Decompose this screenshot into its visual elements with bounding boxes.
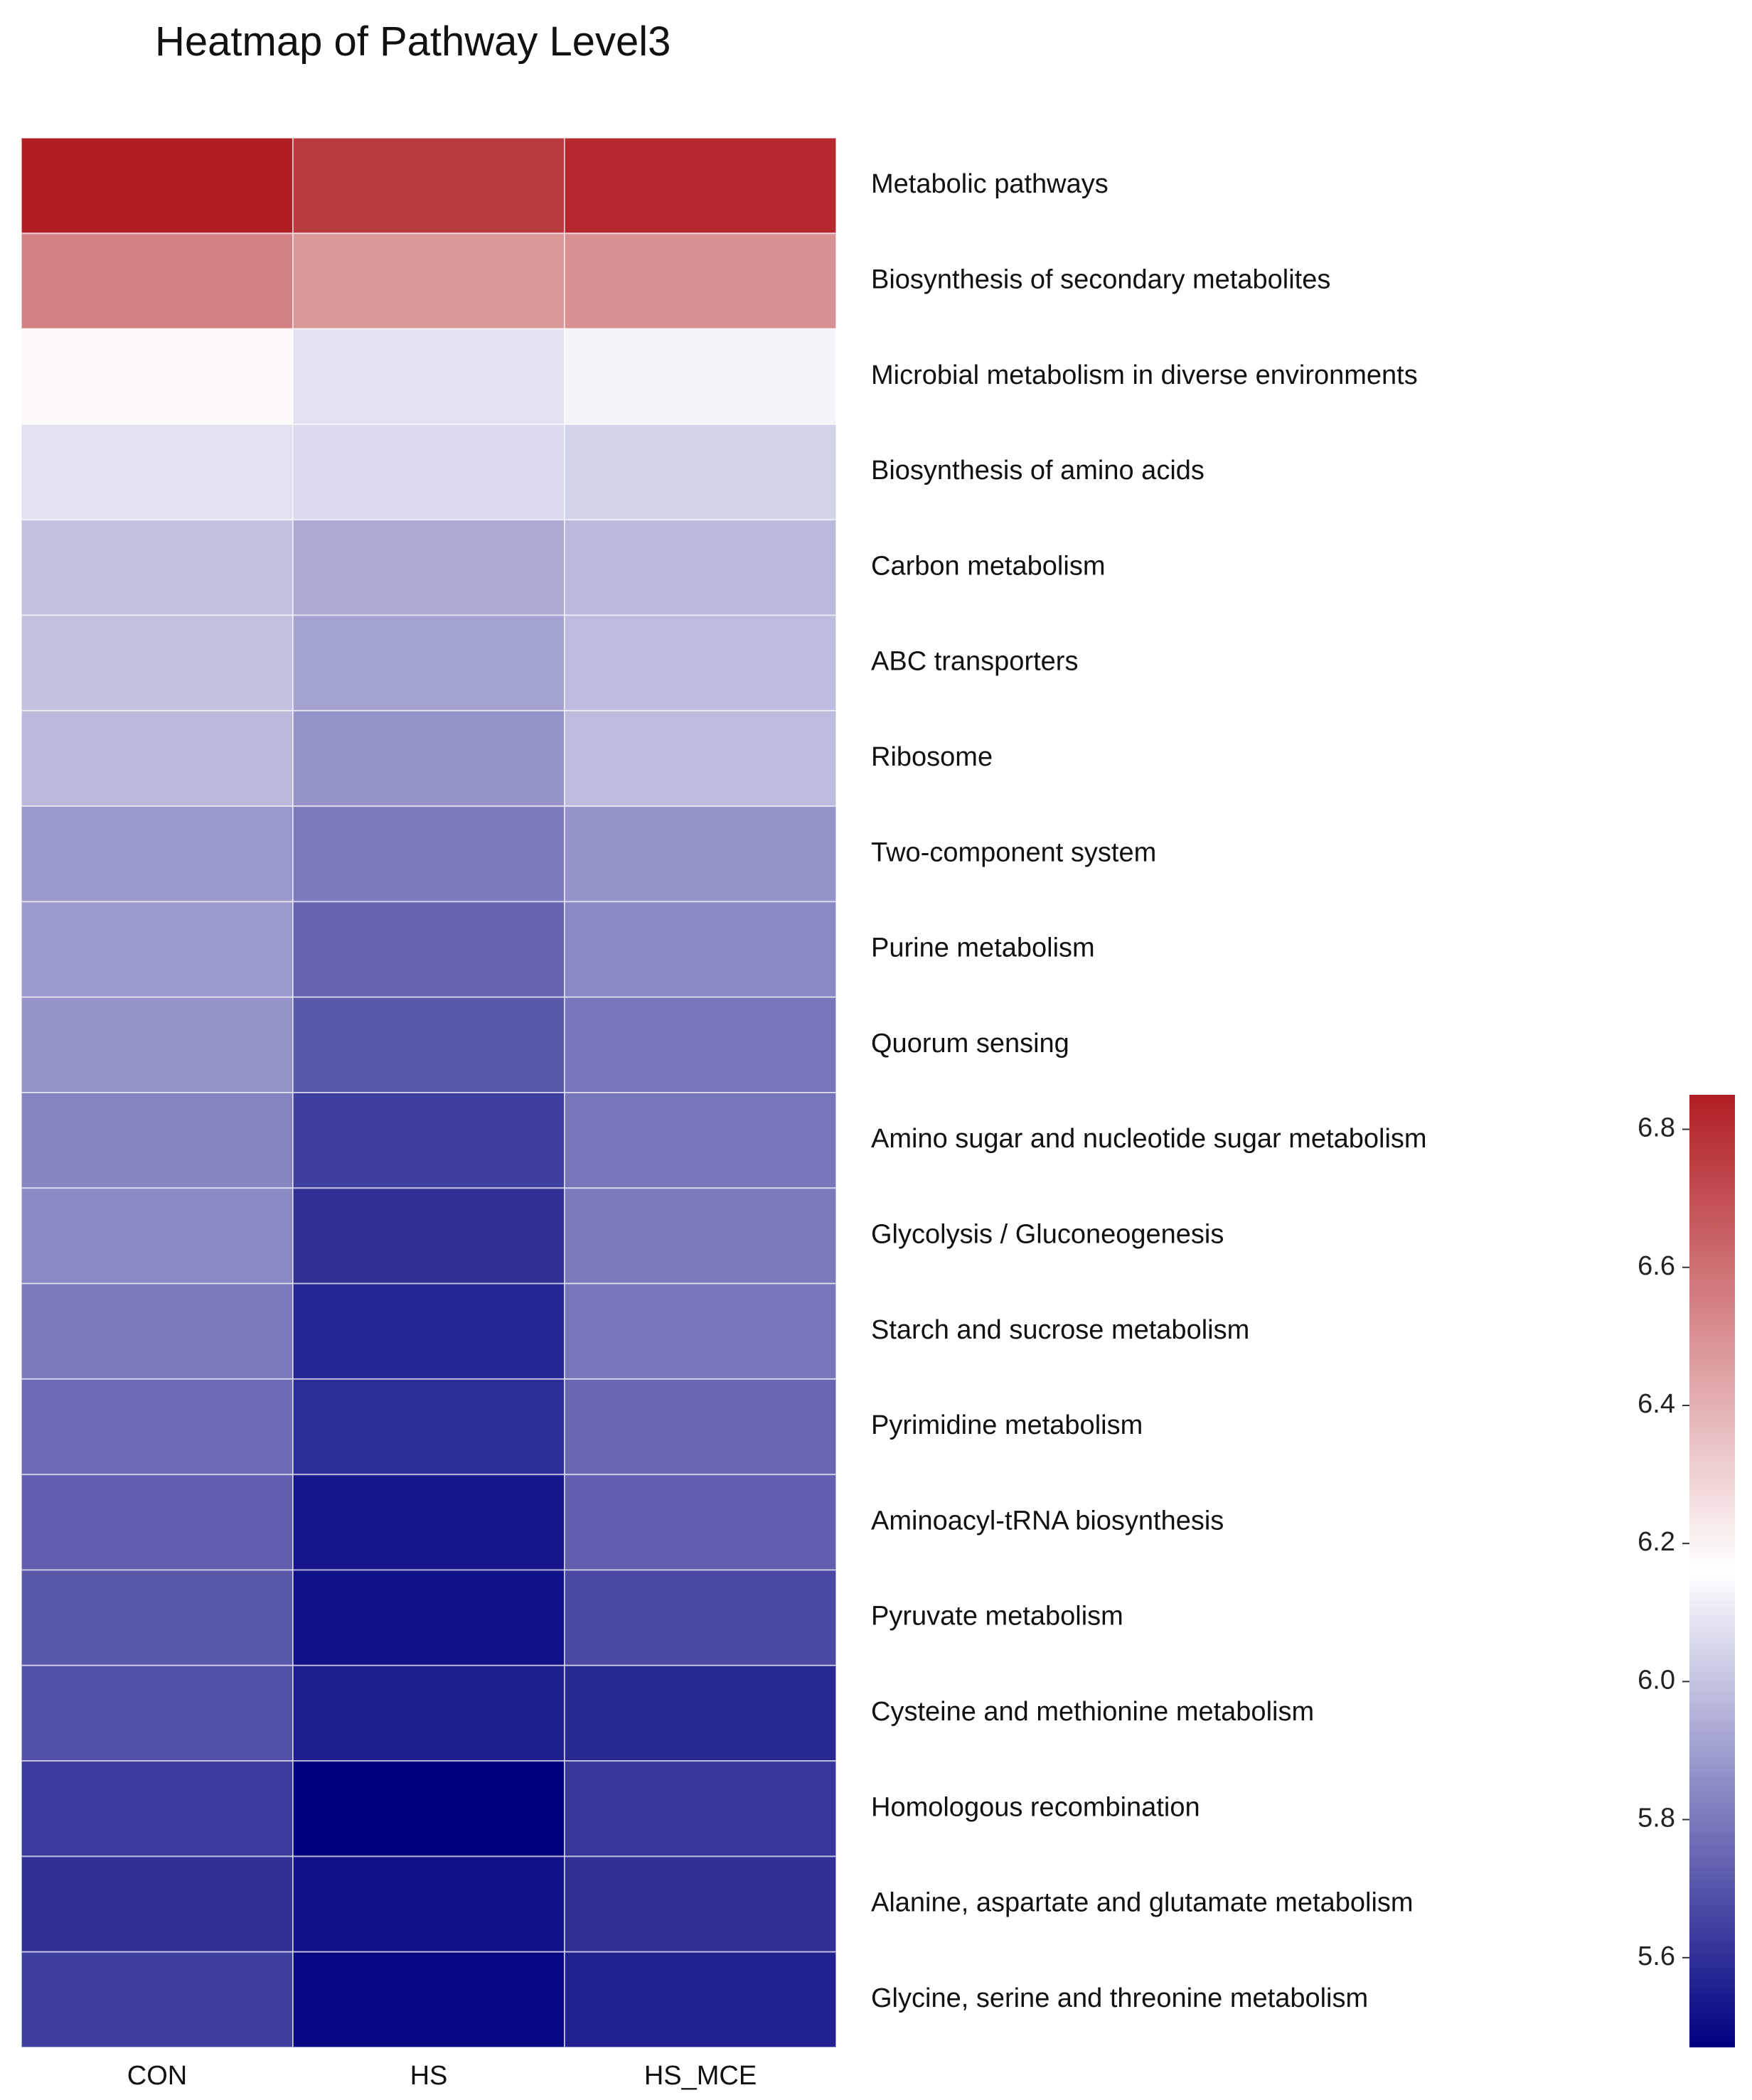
heatmap-cell [564,1664,837,1762]
chart-title: Heatmap of Pathway Level3 [155,18,671,65]
heatmap-cell [21,805,294,903]
heatmap-cell [564,137,837,235]
heatmap-cell [564,1092,837,1189]
heatmap-cell [564,1760,837,1858]
heatmap-cell [21,232,294,330]
heatmap-cell [21,1092,294,1189]
heatmap-cell [564,232,837,330]
heatmap-cell [292,137,565,235]
row-label: Aminoacyl-tRNA biosynthesis [871,1506,1224,1536]
row-label: Two-component system [871,837,1156,867]
colorbar-ticks: 5.6 5.8 6.0 6.2 6.4 6.6 6.8 [1638,1113,1689,1971]
heatmap-cell [21,1855,294,1953]
colorbar-tick-label: 6.8 [1638,1113,1675,1143]
column-labels: CON HS HS_MCE [127,2061,757,2091]
colorbar-tick-label: 6.2 [1638,1527,1675,1557]
heatmap-cell [292,1760,565,1858]
heatmap-cell [564,1951,837,2048]
heatmap-cell [564,1855,837,1953]
heatmap-cell [564,805,837,903]
heatmap-cell [292,1282,565,1380]
row-label: Quorum sensing [871,1029,1069,1059]
row-label: ABC transporters [871,647,1078,677]
heatmap-cell [292,901,565,998]
heatmap-cell [564,1378,837,1476]
heatmap-cell [21,1282,294,1380]
heatmap-cell [21,137,294,235]
heatmap-cell [292,1187,565,1285]
heatmap-cell [292,805,565,903]
colorbar: 5.6 5.8 6.0 6.2 6.4 6.6 6.8 [1638,1095,1735,2047]
row-label: Ribosome [871,742,993,772]
heatmap-cell [292,614,565,712]
heatmap-cell [21,1378,294,1476]
colorbar-tick-label: 5.6 [1638,1941,1675,1971]
heatmap-cell [21,519,294,616]
row-label: Metabolic pathways [871,169,1109,199]
row-label: Amino sugar and nucleotide sugar metabol… [871,1124,1427,1154]
row-label: Pyrimidine metabolism [871,1410,1143,1440]
row-label: Carbon metabolism [871,551,1105,581]
colorbar-tick-label: 6.6 [1638,1251,1675,1281]
heatmap-cell [21,709,294,808]
row-label: Microbial metabolism in diverse environm… [871,360,1418,390]
row-label: Glycine, serine and threonine metabolism [871,1983,1368,2013]
heatmap-cell [292,996,565,1093]
row-label: Starch and sucrose metabolism [871,1315,1249,1345]
heatmap-cell [564,423,837,521]
heatmap-cell [564,1569,837,1666]
row-label: Purine metabolism [871,933,1095,963]
heatmap-cell [564,328,837,425]
heatmap-cell [564,614,837,712]
heatmap-cell [292,1951,565,2048]
heatmap-cell [564,1187,837,1285]
heatmap-cell [21,328,294,425]
colorbar-tick-label: 6.4 [1638,1389,1675,1419]
heatmap-cell [564,1282,837,1380]
colorbar-gradient [1689,1095,1735,2047]
row-label: Biosynthesis of secondary metabolites [871,264,1330,294]
column-label: CON [127,2061,187,2091]
heatmap-cell [292,1569,565,1666]
heatmap-cell [564,519,837,616]
row-label: Biosynthesis of amino acids [871,456,1204,486]
heatmap-cell [21,1760,294,1858]
heatmap-cell [292,328,565,425]
heatmap-cell [21,901,294,998]
heatmap-cell [292,709,565,808]
column-label: HS_MCE [644,2061,757,2091]
heatmap-cell [564,709,837,808]
row-label: Alanine, aspartate and glutamate metabol… [871,1888,1414,1918]
heatmap-cell [292,1378,565,1476]
column-label: HS [410,2061,448,2091]
heatmap-cell [292,1092,565,1189]
heatmap-cell [564,996,837,1093]
heatmap-cell [21,1187,294,1285]
heatmap-cell [292,232,565,330]
colorbar-tick-label: 6.0 [1638,1665,1675,1695]
heatmap-cells [21,137,837,2048]
row-labels: Metabolic pathways Biosynthesis of second… [871,169,1427,2013]
colorbar-tick-label: 5.8 [1638,1804,1675,1833]
heatmap-cell [21,1664,294,1762]
heatmap-cell [21,996,294,1093]
heatmap-cell [564,901,837,998]
heatmap-cell [292,423,565,521]
row-label: Glycolysis / Gluconeogenesis [871,1219,1224,1249]
heatmap-cell [21,1474,294,1571]
heatmap-cell [21,1951,294,2048]
heatmap-cell [21,1569,294,1666]
row-label: Homologous recombination [871,1792,1200,1822]
heatmap-cell [292,519,565,616]
heatmap-cell [292,1474,565,1571]
heatmap-cell [292,1855,565,1953]
row-label: Pyruvate metabolism [871,1602,1123,1632]
heatmap-cell [564,1474,837,1571]
heatmap-cell [292,1664,565,1762]
row-label: Cysteine and methionine metabolism [871,1697,1314,1727]
heatmap-cell [21,614,294,712]
heatmap-cell [21,423,294,521]
